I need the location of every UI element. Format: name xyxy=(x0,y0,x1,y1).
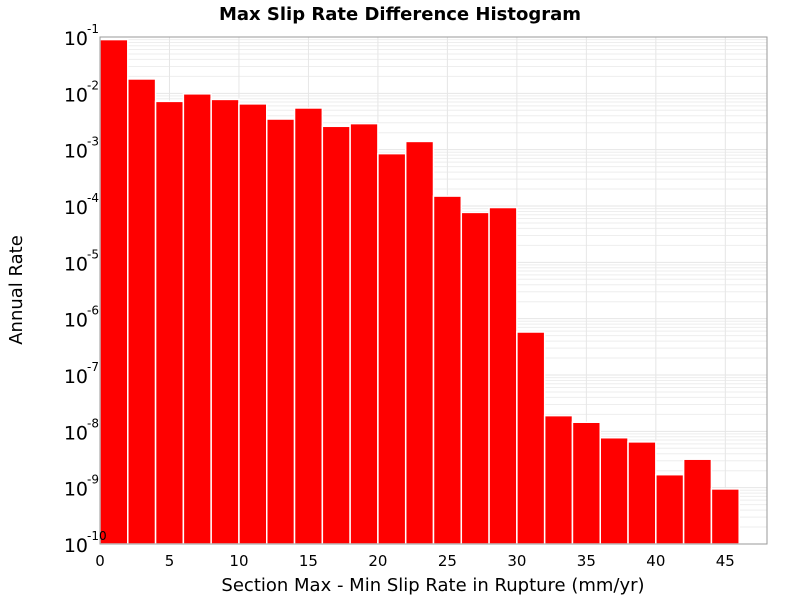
y-tick-base: 10 xyxy=(64,535,88,557)
histogram-bar xyxy=(432,195,463,545)
x-tick-label: 40 xyxy=(646,552,665,570)
plot-frame xyxy=(99,36,768,545)
histogram-bar xyxy=(655,473,685,545)
histogram-bar xyxy=(404,140,435,545)
histogram-bar xyxy=(238,103,268,545)
histogram-bar xyxy=(682,458,713,545)
histogram-bar xyxy=(321,125,351,545)
histogram-bar xyxy=(154,100,185,545)
y-tick-label: 10 -3 xyxy=(64,135,99,163)
y-tick-exponent: -8 xyxy=(87,416,99,430)
histogram-bar xyxy=(293,107,324,545)
histogram-bar xyxy=(210,98,240,545)
y-tick-label: 10 -9 xyxy=(64,473,99,501)
y-tick-exponent: -3 xyxy=(87,135,99,149)
y-tick-base: 10 xyxy=(64,479,88,501)
y-tick-label: 10 -7 xyxy=(64,360,99,388)
y-tick-base: 10 xyxy=(64,84,88,106)
histogram-bar xyxy=(599,436,629,545)
y-tick-exponent: -1 xyxy=(87,22,99,36)
x-tick-label: 20 xyxy=(368,552,387,570)
histogram-bar xyxy=(460,211,490,545)
x-axis-label: Section Max - Min Slip Rate in Rupture (… xyxy=(221,575,644,596)
y-tick-label: 10 -10 xyxy=(64,529,107,557)
y-tick-exponent: -7 xyxy=(87,360,99,374)
x-tick-label: 5 xyxy=(165,552,175,570)
y-tick-base: 10 xyxy=(64,253,88,275)
y-tick-exponent: -4 xyxy=(87,191,99,205)
y-tick-label: 10 -1 xyxy=(64,22,99,50)
x-tick-label: 15 xyxy=(299,552,318,570)
histogram-bar xyxy=(543,414,574,545)
histogram-bar xyxy=(627,441,657,545)
histogram-bar xyxy=(710,488,740,545)
y-tick-base: 10 xyxy=(64,366,88,388)
x-tick-labels: 0 5 10 15 20 25 30 35 40 45 xyxy=(95,552,735,570)
histogram-bar xyxy=(488,206,518,545)
histogram-bar xyxy=(266,118,296,545)
y-tick-exponent: -10 xyxy=(87,529,107,543)
x-tick-label: 25 xyxy=(438,552,457,570)
chart-title: Max Slip Rate Difference Histogram xyxy=(219,4,581,25)
y-axis-label: Annual Rate xyxy=(6,235,27,345)
histogram-bar xyxy=(127,78,157,545)
x-tick-label: 30 xyxy=(507,552,526,570)
x-tick-label: 45 xyxy=(716,552,735,570)
histogram-bar xyxy=(571,421,601,545)
y-tick-label: 10 -8 xyxy=(64,416,99,444)
x-tick-label: 0 xyxy=(95,552,105,570)
y-tick-base: 10 xyxy=(64,310,88,332)
y-tick-label: 10 -5 xyxy=(64,247,99,275)
y-tick-exponent: -9 xyxy=(87,473,99,487)
y-tick-base: 10 xyxy=(64,28,88,50)
y-tick-exponent: -6 xyxy=(87,304,99,318)
y-tick-base: 10 xyxy=(64,197,88,219)
y-tick-label: 10 -2 xyxy=(64,78,99,106)
histogram-bar xyxy=(182,93,212,545)
y-tick-label: 10 -4 xyxy=(64,191,99,219)
x-tick-label: 10 xyxy=(229,552,248,570)
y-tick-exponent: -5 xyxy=(87,247,99,261)
y-tick-exponent: -2 xyxy=(87,78,99,92)
y-tick-label: 10 -6 xyxy=(64,304,99,332)
histogram-bar xyxy=(99,38,129,545)
histogram-bar xyxy=(516,331,546,545)
bars xyxy=(99,38,740,545)
histogram-bar xyxy=(349,122,379,545)
y-tick-base: 10 xyxy=(64,422,88,444)
histogram-bar xyxy=(377,152,407,545)
x-tick-label: 35 xyxy=(577,552,596,570)
y-tick-base: 10 xyxy=(64,141,88,163)
